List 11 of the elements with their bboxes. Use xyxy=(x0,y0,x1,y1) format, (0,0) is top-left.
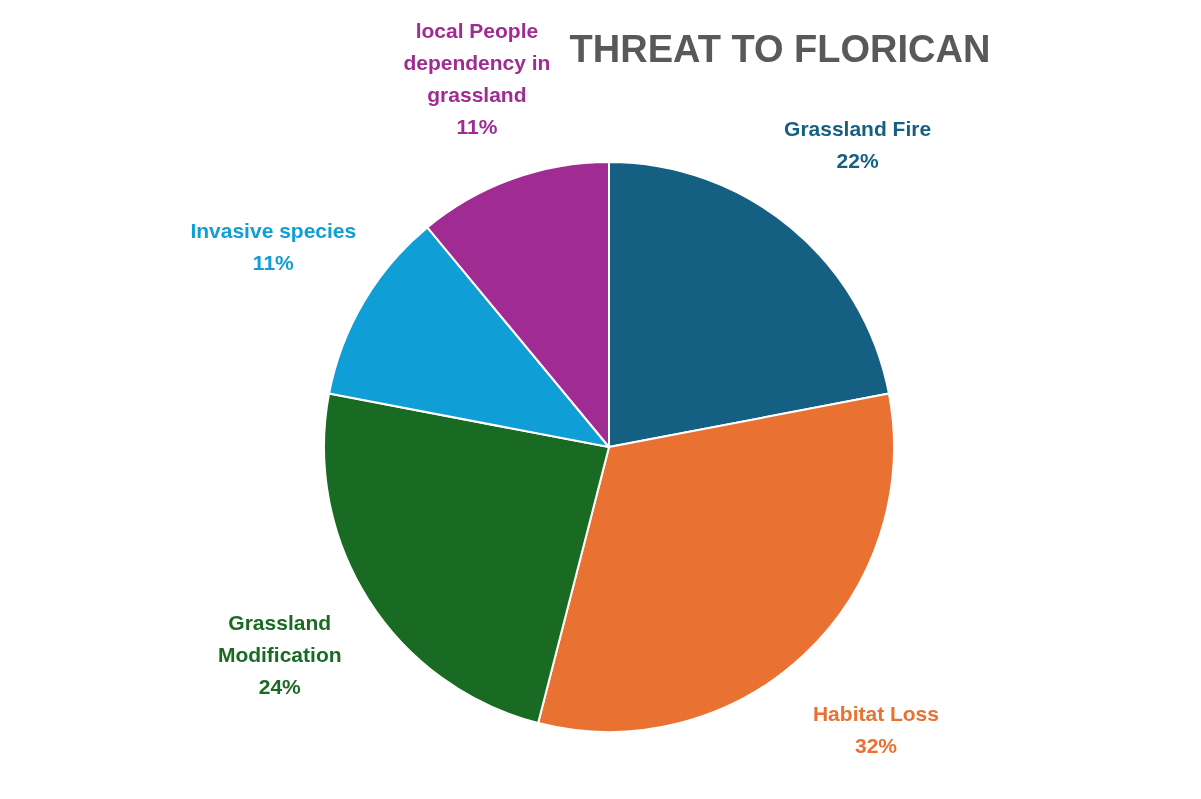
slice-label: Grassland Fire xyxy=(784,117,932,141)
data-label: 11% xyxy=(456,114,498,138)
slice-label: Grassland Modification xyxy=(217,610,342,666)
slice-label: Invasive species xyxy=(190,219,357,243)
data-label: 32% xyxy=(854,734,898,758)
slice-label: local People dependency in grassland xyxy=(403,18,551,106)
data-label: 11% xyxy=(252,251,295,275)
chart-title: THREAT TO FLORICAN xyxy=(569,28,991,71)
data-label: 22% xyxy=(836,149,879,173)
slice-label: Habitat Loss xyxy=(812,702,939,726)
data-label: 24% xyxy=(258,674,302,698)
